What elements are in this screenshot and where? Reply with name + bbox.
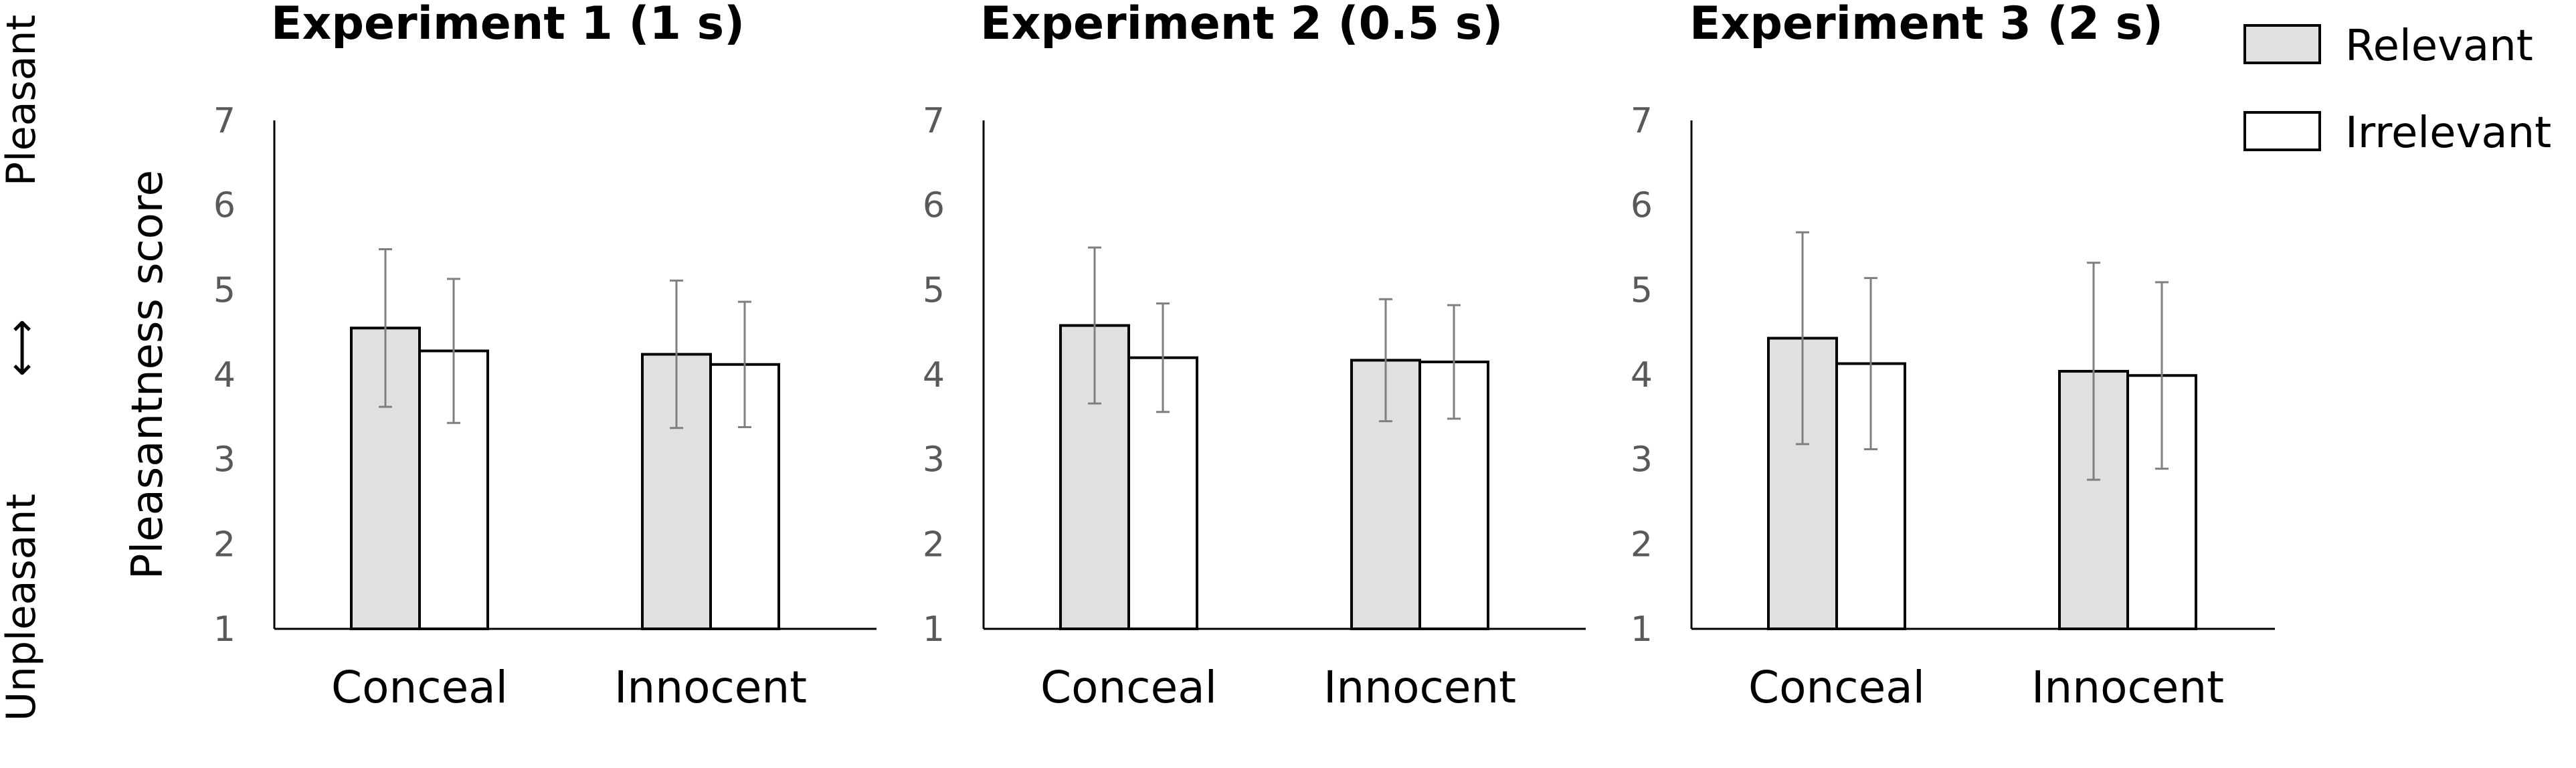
y-tick-label: 1	[213, 609, 236, 650]
y-tick-label: 6	[923, 186, 945, 226]
panel-title: Experiment 1 (1 s)	[271, 0, 745, 50]
y-tick-label: 4	[213, 355, 236, 395]
y-tick-label: 2	[923, 524, 945, 565]
legend-label: Relevant	[2345, 21, 2533, 71]
y-tick-label: 3	[1631, 440, 1653, 480]
y-tick-label: 5	[1631, 270, 1653, 310]
scale-high-label: Pleasant	[0, 15, 45, 186]
y-tick-label: 5	[923, 270, 945, 310]
category-label: Conceal	[1748, 662, 1925, 713]
y-tick-label: 6	[213, 186, 236, 226]
y-tick-label: 3	[923, 440, 945, 480]
category-label: Conceal	[1040, 662, 1217, 713]
y-tick-label: 3	[213, 440, 236, 480]
y-tick-label: 7	[923, 101, 945, 141]
category-label: Innocent	[2031, 662, 2224, 713]
y-tick-label: 1	[923, 609, 945, 650]
y-tick-label: 4	[923, 355, 945, 395]
y-tick-label: 6	[1631, 186, 1653, 226]
y-tick-label: 2	[1631, 524, 1653, 565]
y-tick-label: 7	[1631, 101, 1653, 141]
scale-low-label: Unpleasant	[0, 494, 45, 721]
y-tick-label: 2	[213, 524, 236, 565]
y-tick-label: 1	[1631, 609, 1653, 650]
y-tick-label: 5	[213, 270, 236, 310]
category-label: Innocent	[1323, 662, 1516, 713]
panel-title: Experiment 2 (0.5 s)	[980, 0, 1503, 50]
category-label: Conceal	[331, 662, 508, 713]
category-label: Innocent	[614, 662, 807, 713]
y-tick-label: 4	[1631, 355, 1653, 395]
legend-swatch-relevant	[2243, 24, 2321, 64]
y-axis-title: Pleasantness score	[123, 170, 173, 579]
legend-label: Irrelevant	[2345, 108, 2551, 158]
y-tick-label: 7	[213, 101, 236, 141]
panel-title: Experiment 3 (2 s)	[1689, 0, 2163, 50]
scale-arrow: ⟷	[0, 319, 45, 377]
legend-swatch-irrelevant	[2243, 111, 2321, 151]
bar-irrelevant	[418, 349, 489, 630]
